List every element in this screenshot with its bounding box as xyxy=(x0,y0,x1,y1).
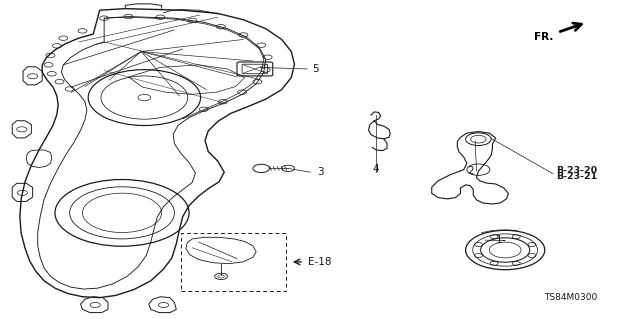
Text: 4: 4 xyxy=(373,164,380,174)
Text: TS84M0300: TS84M0300 xyxy=(545,293,598,302)
Bar xyxy=(180,233,286,291)
Text: E-18: E-18 xyxy=(308,257,332,267)
Text: 1: 1 xyxy=(495,235,502,246)
Text: FR.: FR. xyxy=(534,33,553,42)
Text: 3: 3 xyxy=(317,167,323,177)
Text: 5: 5 xyxy=(312,64,319,74)
Text: 2: 2 xyxy=(467,166,474,176)
Text: B-23-20: B-23-20 xyxy=(556,166,597,175)
Text: B-23-21: B-23-21 xyxy=(556,173,598,182)
